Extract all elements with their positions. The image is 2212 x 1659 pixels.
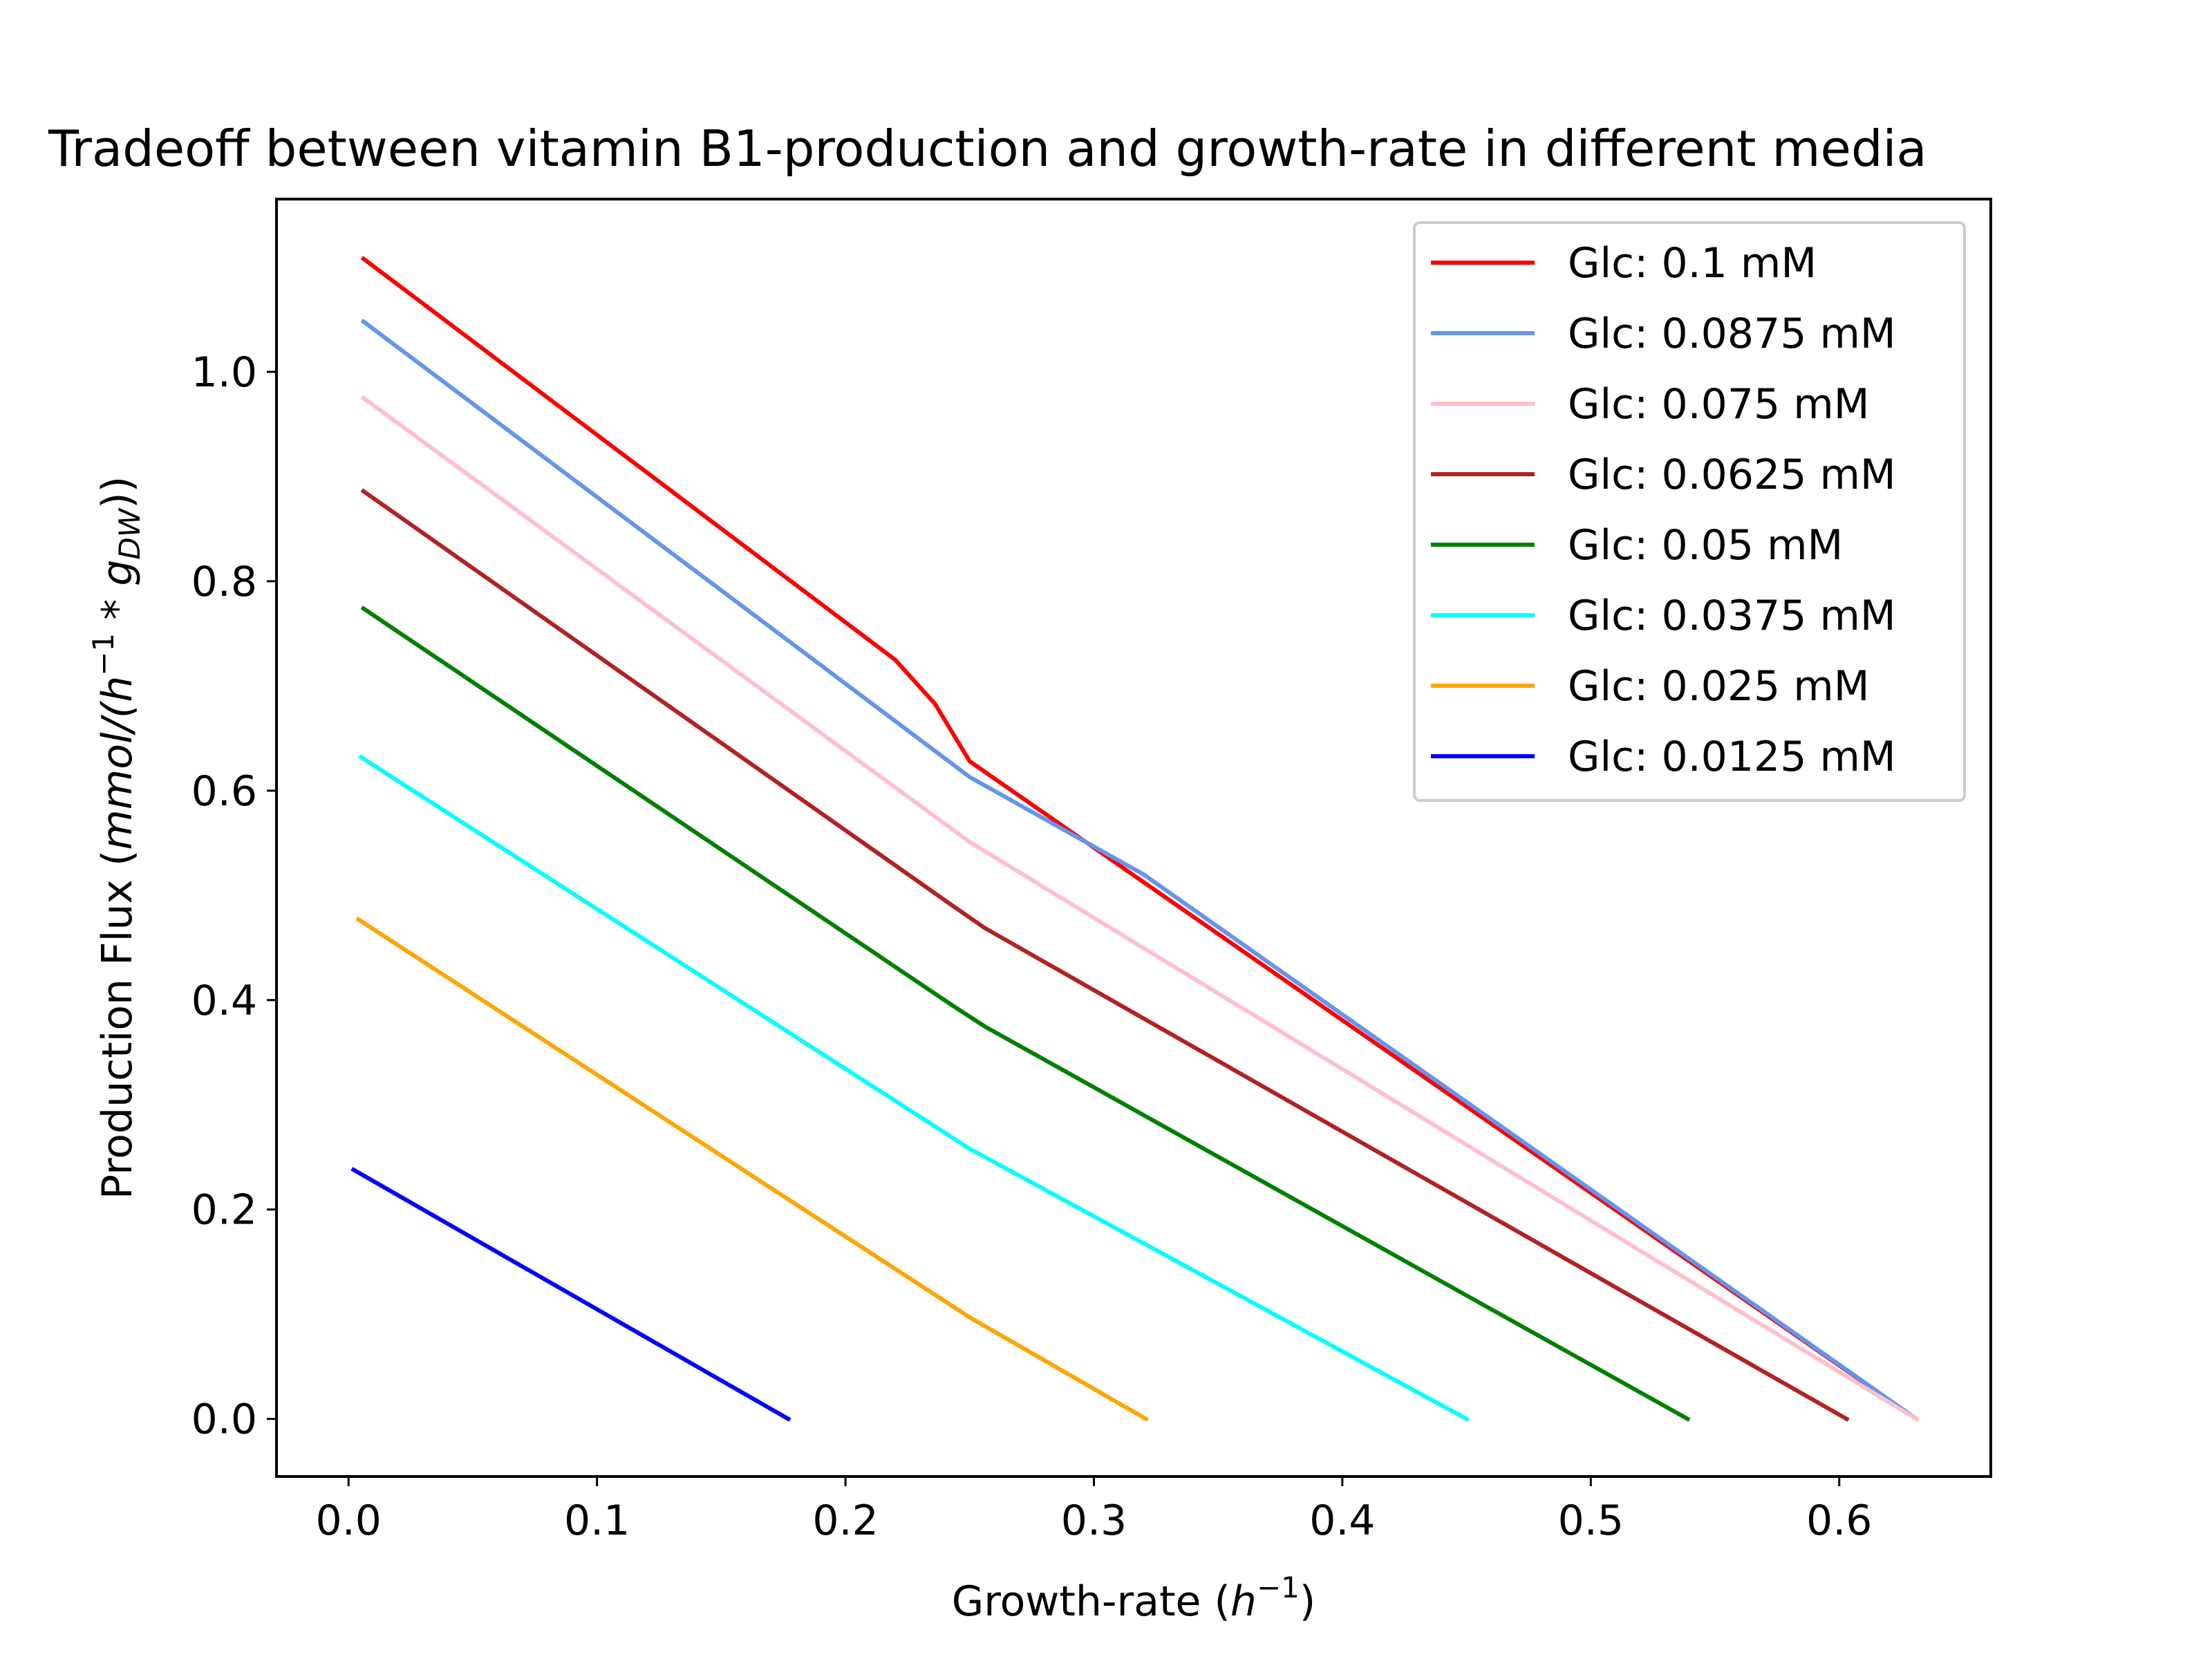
series-line-6 [358, 754, 1470, 1422]
legend-label-5: Glc: 0.05 mM [1568, 521, 1843, 570]
legend-label-1: Glc: 0.1 mM [1568, 239, 1817, 288]
x-tick-label: 0.5 [1558, 1497, 1624, 1545]
x-tick-label: 0.3 [1061, 1497, 1127, 1545]
y-tick-label: 0.8 [191, 558, 257, 606]
y-tick-label: 0.6 [191, 767, 257, 816]
y-tick-label: 0.0 [191, 1396, 257, 1444]
x-axis: 0.0 0.1 0.2 0.3 0.4 0.5 0.6 [316, 1477, 1872, 1545]
series-line-8 [350, 1167, 791, 1422]
x-tick-label: 0.2 [812, 1497, 878, 1545]
plot-frame [275, 198, 1992, 1478]
legend-box [1413, 221, 1966, 802]
y-axis-label: Production Flux (mmol/(h−1 * gDW)) [86, 476, 147, 1199]
series-line-2 [360, 318, 1920, 1422]
chart-title: Tradeoff between vitamin B1-production a… [48, 120, 1927, 178]
x-tick-label: 0.1 [564, 1497, 630, 1545]
y-tick-label: 1.0 [191, 348, 257, 397]
series-line-3 [360, 395, 1920, 1422]
legend-label-7: Glc: 0.025 mM [1568, 662, 1870, 711]
series-line-5 [360, 606, 1691, 1422]
series-line-4 [360, 488, 1850, 1422]
legend-label-2: Glc: 0.0875 mM [1568, 310, 1896, 358]
series-line-7 [355, 917, 1150, 1422]
series-layer [350, 256, 1920, 1422]
legend-label-8: Glc: 0.0125 mM [1568, 733, 1896, 781]
x-tick-label: 0.4 [1309, 1497, 1375, 1545]
series-line-1 [360, 256, 1920, 1422]
legend-label-4: Glc: 0.0625 mM [1568, 451, 1896, 499]
x-tick-label: 0.6 [1806, 1497, 1872, 1545]
y-axis: 0.0 0.2 0.4 0.6 0.8 1.0 [191, 348, 276, 1444]
y-tick-label: 0.2 [191, 1186, 257, 1235]
legend-label-6: Glc: 0.0375 mM [1568, 592, 1896, 640]
y-tick-label: 0.4 [191, 977, 257, 1025]
x-axis-label: Growth-rate (h−1) [952, 1571, 1316, 1626]
legend-label-3: Glc: 0.075 mM [1568, 380, 1870, 429]
legend: Glc: 0.1 mM Glc: 0.0875 mM Glc: 0.075 mM Gl… [1413, 221, 1966, 802]
x-tick-label: 0.0 [316, 1497, 382, 1545]
